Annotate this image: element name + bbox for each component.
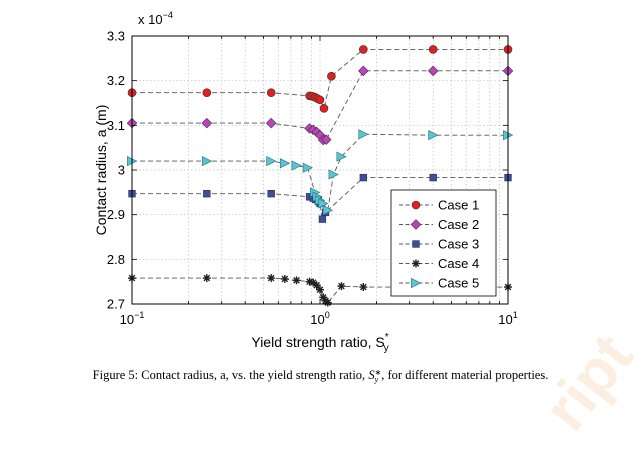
data-point bbox=[318, 215, 327, 223]
data-point bbox=[266, 155, 277, 167]
x-axis-label: Yield strength ratio, S* y bbox=[251, 332, 388, 354]
data-point bbox=[279, 158, 291, 169]
data-point bbox=[359, 173, 367, 182]
y-tick-labels: 2.7 2.8 2.9 3 3.1 3.2 3.3 bbox=[107, 29, 125, 312]
grid-lines bbox=[132, 36, 508, 304]
legend-item: Case 5 bbox=[399, 276, 479, 291]
legend: Case 1 Case 2 Case 3 Case 4 Case 5 bbox=[390, 189, 497, 297]
data-point bbox=[358, 65, 369, 77]
star-stroke bbox=[293, 277, 300, 284]
star-stroke bbox=[360, 283, 367, 291]
y-tick-label: 3 bbox=[118, 163, 125, 178]
star-stroke bbox=[324, 299, 332, 306]
data-point bbox=[201, 117, 213, 129]
y-axis-label: Contact radius, a (m) bbox=[93, 105, 109, 236]
series-markers-case-1 bbox=[127, 45, 513, 113]
star-stroke bbox=[267, 274, 275, 282]
data-point bbox=[291, 160, 302, 171]
x-tick-labels: 10−1 100 101 bbox=[120, 310, 518, 327]
data-point bbox=[292, 276, 301, 285]
y-tick-label: 2.9 bbox=[107, 207, 125, 222]
data-point bbox=[323, 298, 332, 307]
data-point bbox=[266, 88, 276, 98]
data-point bbox=[322, 205, 334, 216]
star-stroke bbox=[313, 281, 320, 289]
legend-marker bbox=[412, 240, 420, 248]
data-point bbox=[312, 281, 321, 290]
data-point bbox=[321, 134, 332, 145]
star-stroke bbox=[309, 279, 317, 286]
star-stroke bbox=[319, 293, 327, 301]
chart: 2.7 2.8 2.9 3 3.1 3.2 3.3 10−1 100 101 x 10−4 Co… bbox=[93, 10, 518, 354]
data-point bbox=[202, 88, 212, 98]
legend-marker bbox=[410, 219, 422, 230]
data-point bbox=[280, 274, 289, 283]
legend-label: Case 2 bbox=[438, 217, 479, 232]
y-tick-label: 2.7 bbox=[107, 297, 125, 312]
legend-marker bbox=[411, 277, 422, 289]
x-tick-label: 101 bbox=[498, 310, 517, 327]
star-stroke bbox=[203, 274, 211, 282]
star-stroke bbox=[338, 282, 345, 290]
x-tick-label: 10−1 bbox=[120, 310, 145, 327]
legend-label: Case 3 bbox=[438, 237, 479, 252]
data-point bbox=[428, 130, 439, 141]
data-point bbox=[328, 169, 339, 180]
legend-item: Case 3 bbox=[399, 237, 479, 252]
star-stroke bbox=[306, 278, 313, 285]
figure-caption: Figure 5: Contact radius, a, vs. the yie… bbox=[92, 367, 549, 385]
data-point bbox=[429, 173, 437, 182]
data-point bbox=[267, 274, 276, 283]
star-stroke bbox=[316, 286, 324, 294]
star-stroke bbox=[281, 275, 289, 283]
data-point bbox=[319, 104, 329, 113]
data-markers bbox=[126, 45, 514, 307]
y-tick-label: 3.3 bbox=[107, 29, 125, 44]
data-point bbox=[201, 155, 213, 167]
data-point bbox=[427, 65, 439, 77]
y-axis-multiplier: x 10−4 bbox=[138, 10, 173, 27]
axis-ticks bbox=[131, 35, 508, 305]
data-point bbox=[316, 285, 324, 294]
data-point bbox=[359, 45, 368, 54]
star-stroke bbox=[412, 260, 420, 267]
data-point bbox=[203, 190, 211, 198]
legend-item: Case 4 bbox=[399, 256, 479, 271]
y-tick-label: 3.2 bbox=[107, 73, 125, 88]
data-point bbox=[302, 162, 313, 173]
x-tick-label: 100 bbox=[310, 310, 329, 327]
data-point bbox=[265, 117, 277, 129]
legend-marker bbox=[411, 200, 421, 210]
legend-label: Case 4 bbox=[438, 256, 479, 271]
series-markers-case-5 bbox=[127, 129, 514, 216]
y-tick-label: 2.8 bbox=[107, 252, 125, 267]
legend-item: Case 1 bbox=[399, 198, 479, 213]
data-point bbox=[428, 45, 438, 54]
y-tick-label: 3.1 bbox=[107, 118, 125, 133]
data-point bbox=[267, 190, 275, 198]
legend-label: Case 1 bbox=[438, 198, 479, 213]
data-point bbox=[336, 151, 347, 162]
legend-marker bbox=[412, 259, 420, 268]
data-point bbox=[327, 71, 336, 81]
data-point bbox=[359, 283, 368, 292]
data-point bbox=[315, 95, 325, 105]
legend-label: Case 5 bbox=[438, 276, 479, 291]
legend-item: Case 2 bbox=[399, 217, 479, 232]
legend-box bbox=[390, 189, 497, 297]
data-point bbox=[358, 129, 369, 140]
data-point bbox=[337, 282, 346, 291]
data-point bbox=[202, 274, 211, 283]
series-markers-case-2 bbox=[126, 65, 514, 146]
